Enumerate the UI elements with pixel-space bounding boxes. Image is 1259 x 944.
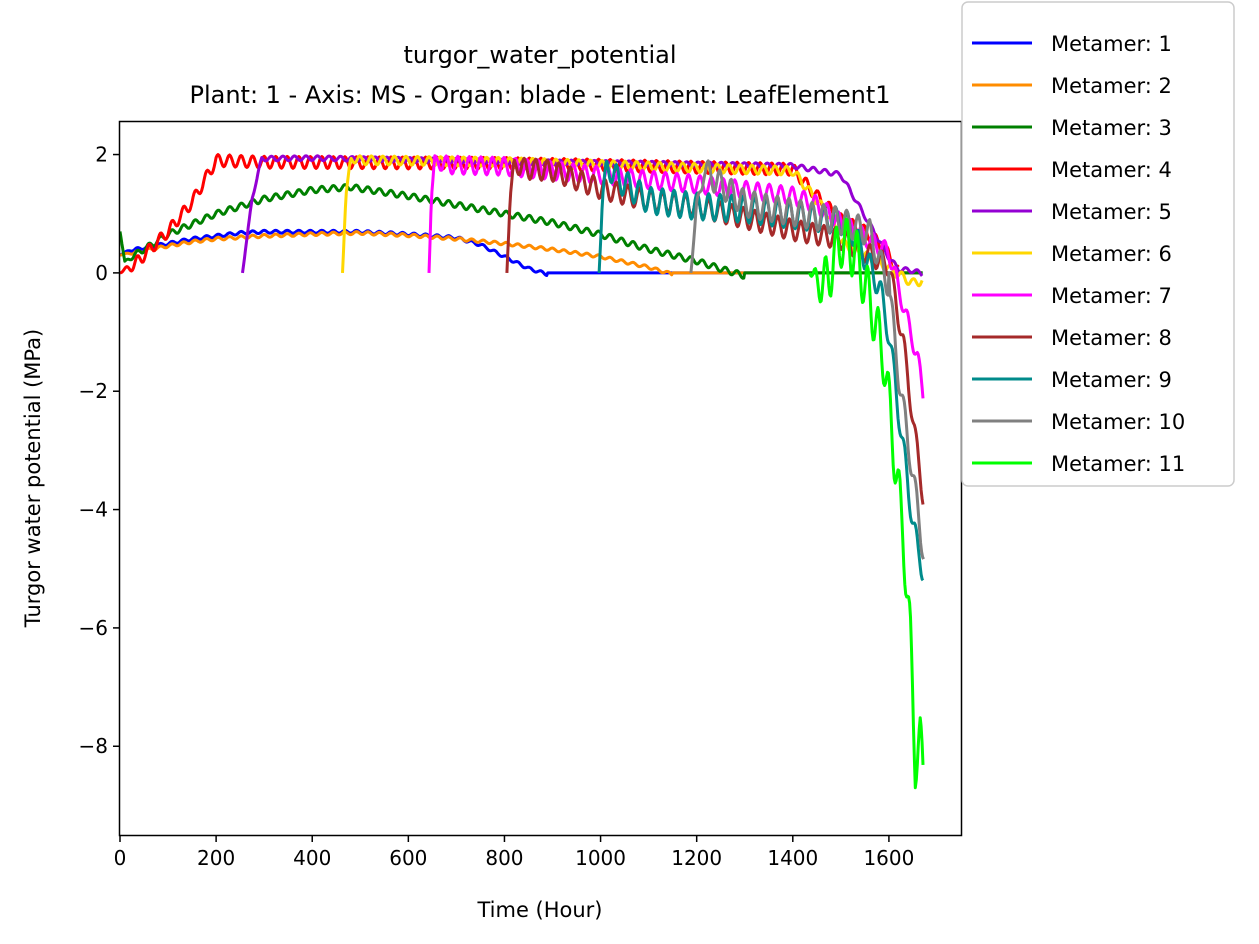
legend-box — [961, 1, 1235, 487]
legend-entry: Metamer: 11 — [1051, 452, 1185, 476]
series-lines — [120, 153, 925, 790]
legend-entry: Metamer: 1 — [1051, 32, 1172, 56]
chart-subtitle: Plant: 1 - Axis: MS - Organ: blade - Ele… — [189, 81, 890, 109]
legend-entry: Metamer: 6 — [1051, 242, 1172, 266]
legend-entry: Metamer: 3 — [1051, 116, 1172, 140]
legend: Metamer: 1 Metamer: 2 Metamer: 3 Metamer: 4… — [961, 1, 1235, 487]
legend-entry: Metamer: 5 — [1051, 200, 1172, 224]
series-line — [689, 159, 925, 560]
legend-entry: Metamer: 10 — [1051, 410, 1185, 434]
x-tick-label: 800 — [485, 846, 523, 870]
legend-entry: Metamer: 4 — [1051, 158, 1172, 182]
y-axis-label: Turgor water potential (MPa) — [21, 329, 45, 628]
y-tick-label: −2 — [79, 379, 108, 403]
legend-entry: Metamer: 9 — [1051, 368, 1172, 392]
x-tick-label: 200 — [197, 846, 235, 870]
legend-entry: Metamer: 2 — [1051, 74, 1172, 98]
y-tick-label: 2 — [95, 143, 108, 167]
series-line — [597, 159, 925, 582]
y-tick-label: 0 — [95, 261, 108, 285]
y-tick-label: −6 — [79, 616, 108, 640]
y-tick-label: −8 — [79, 734, 108, 758]
series-line — [120, 183, 924, 280]
chart-title: turgor_water_potential — [404, 41, 677, 69]
x-axis-ticks: 0 200 400 600 800 1000 1200 1400 1600 — [114, 835, 914, 870]
series-line — [120, 230, 924, 277]
x-axis-label: Time (Hour) — [476, 898, 602, 922]
legend-entry: Metamer: 7 — [1051, 284, 1172, 308]
x-tick-label: 1000 — [575, 846, 626, 870]
legend-entry: Metamer: 8 — [1051, 326, 1172, 350]
x-tick-label: 0 — [114, 846, 127, 870]
x-tick-label: 1200 — [671, 846, 722, 870]
series-line — [808, 217, 925, 790]
x-tick-label: 1400 — [767, 846, 818, 870]
x-tick-label: 600 — [389, 846, 427, 870]
x-tick-label: 1600 — [863, 846, 914, 870]
y-axis-ticks: −8 −6 −4 −2 0 2 — [79, 143, 120, 758]
x-tick-label: 400 — [293, 846, 331, 870]
y-tick-label: −4 — [79, 498, 108, 522]
